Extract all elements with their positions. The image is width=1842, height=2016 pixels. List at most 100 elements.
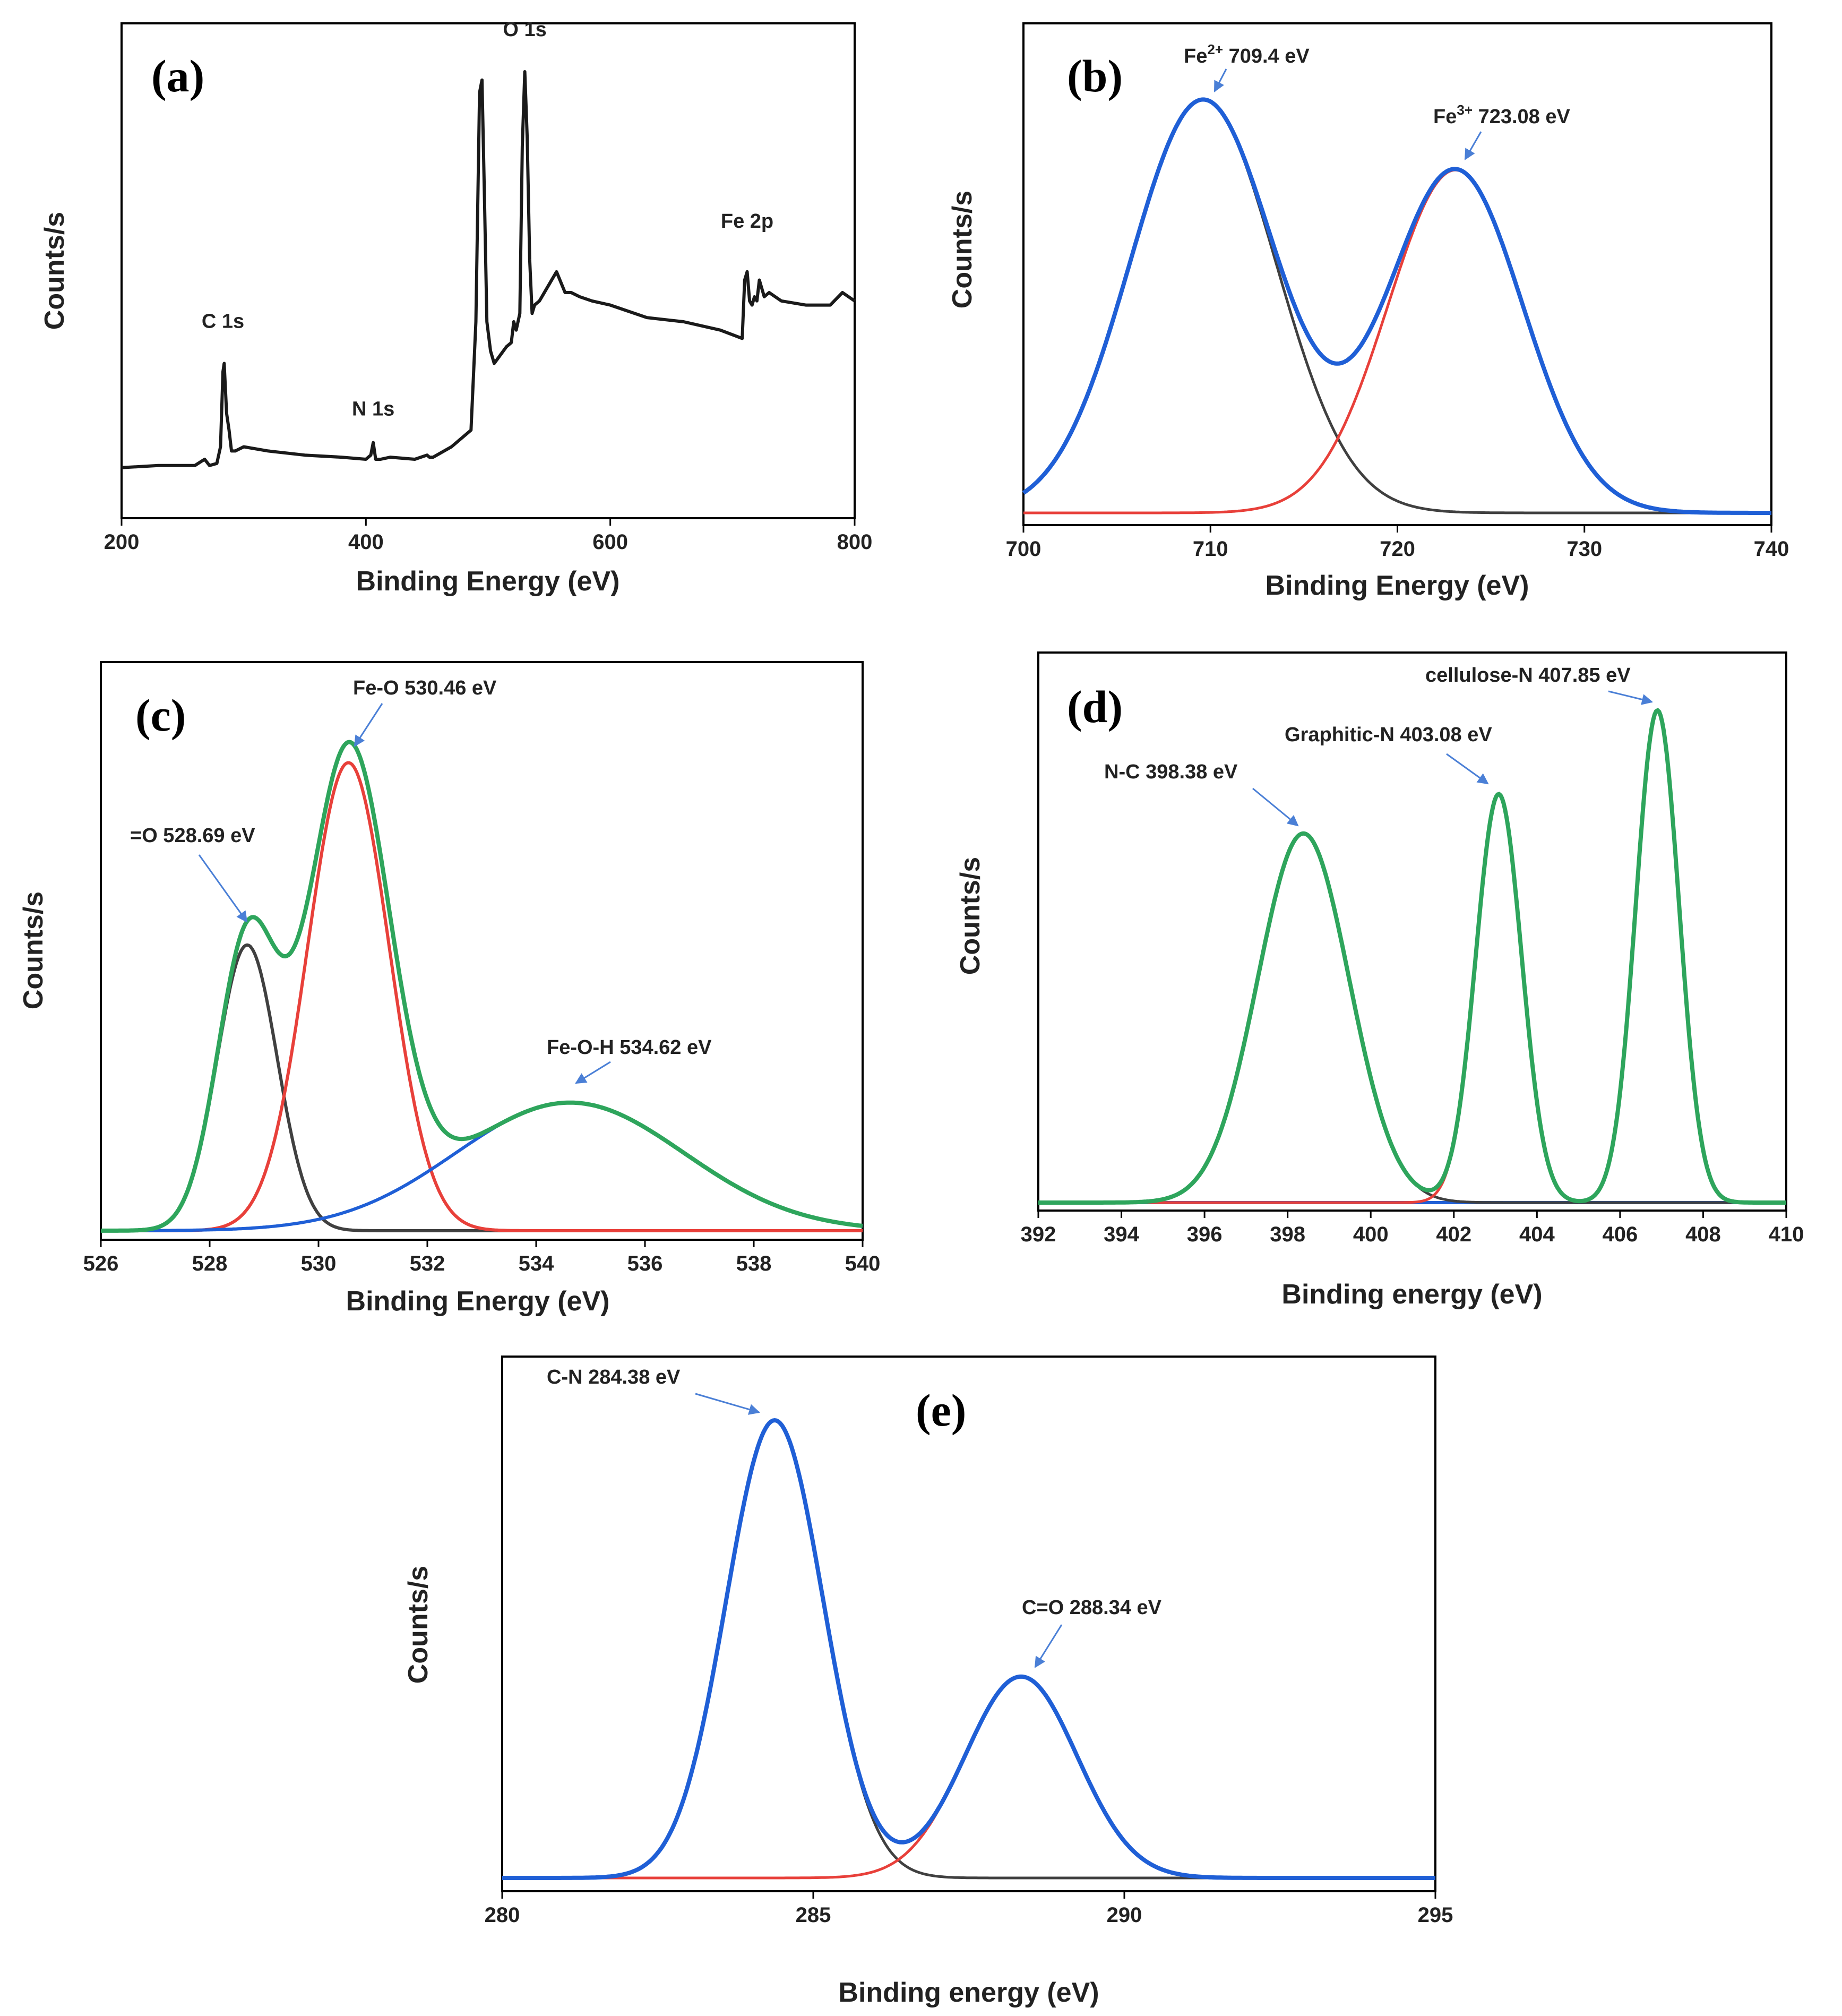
- x-axis-title: Binding energy (eV): [838, 1977, 1099, 2008]
- annotation-fe-o: Fe-O 530.46 eV: [353, 677, 497, 747]
- panel-label: (b): [1067, 50, 1123, 101]
- x-tick-label: 534: [519, 1252, 554, 1275]
- x-tick-label: 720: [1380, 537, 1415, 561]
- x-tick-label: 800: [837, 530, 873, 554]
- x-ticks-c: 526 528 530 532 534 536 538 540: [83, 1240, 881, 1275]
- c-n-component-curve: [502, 1419, 1435, 1880]
- annotation-c-n-text: C-N 284.38 eV: [547, 1366, 681, 1388]
- annotation-fe2: Fe2+ 709.4 eV: [1184, 41, 1310, 92]
- annotation-fe-o-h: Fe-O-H 534.62 eV: [547, 1036, 712, 1084]
- annotation-n1s: N 1s: [352, 398, 394, 420]
- n-c-component-curve: [1038, 832, 1786, 1204]
- x-tick-label: 530: [301, 1252, 337, 1275]
- annotation-c-o-arrow: [1034, 1624, 1063, 1668]
- annotation-c-n-arrow: [695, 1393, 761, 1415]
- annotation-fe3-text: Fe3+ 723.08 eV: [1433, 102, 1570, 128]
- x-tick-label: 404: [1519, 1223, 1555, 1246]
- x-ticks-a: 200 400 600 800: [104, 518, 873, 554]
- annotation-fe3: Fe3+ 723.08 eV: [1433, 102, 1570, 160]
- annotation-fe3-arrow: [1464, 131, 1482, 160]
- annotation-c-o-text: C=O 288.34 eV: [1022, 1597, 1162, 1619]
- x-tick-label: 528: [192, 1252, 228, 1275]
- annotation-cellulose-n: cellulose-N 407.85 eV: [1425, 664, 1654, 705]
- annotation-cellulose-n-text: cellulose-N 407.85 eV: [1425, 664, 1631, 687]
- annotation-c-n: C-N 284.38 eV: [547, 1366, 761, 1415]
- plot-frame-e: [501, 1356, 1436, 1892]
- x-axis-title: Binding Energy (eV): [356, 566, 620, 597]
- plot-frame-a: [120, 22, 856, 519]
- annotation-n-c-arrow: [1252, 787, 1299, 827]
- annotation-o-double-bond-text: =O 528.69 eV: [130, 825, 255, 847]
- envelope-curve: [1022, 97, 1771, 515]
- panel-label: (a): [151, 50, 204, 101]
- x-tick-label: 540: [845, 1252, 881, 1275]
- plot-frame-d: [1037, 651, 1787, 1212]
- annotation-fe2-text: Fe2+ 709.4 eV: [1184, 41, 1310, 67]
- x-tick-label: 406: [1603, 1223, 1638, 1246]
- panel-c: 526 528 530 532 534 536 538 540 (c) =O 528.69 e…: [18, 661, 881, 1317]
- annotation-graphitic-n-text: Graphitic-N 403.08 eV: [1285, 724, 1492, 746]
- fe-o-h-component-curve: [101, 1101, 863, 1232]
- x-ticks-e: 280 285 290 295: [485, 1891, 1453, 1927]
- annotation-fe3-element: Fe: [1433, 106, 1457, 128]
- plot-frame-c: [100, 661, 864, 1241]
- annotation-graphitic-n-arrow: [1446, 753, 1489, 785]
- x-tick-label: 532: [410, 1252, 445, 1275]
- x-axis-title: Binding Energy (eV): [1266, 570, 1529, 601]
- x-tick-label: 402: [1436, 1223, 1471, 1246]
- annotation-n-c: N-C 398.38 eV: [1104, 761, 1299, 827]
- x-tick-label: 410: [1769, 1223, 1804, 1246]
- envelope-curve: [502, 1418, 1435, 1880]
- x-tick-label: 710: [1193, 537, 1228, 561]
- x-tick-label: 280: [485, 1903, 520, 1927]
- x-tick-label: 398: [1270, 1223, 1305, 1246]
- x-tick-label: 295: [1418, 1903, 1453, 1927]
- x-tick-label: 392: [1021, 1223, 1056, 1246]
- panel-d: 392 394 396 398 400 402 404 406 408 410 (d) N-C 3…: [955, 651, 1804, 1310]
- fe3-component-curve: [1023, 168, 1771, 514]
- x-tick-label: 394: [1104, 1223, 1139, 1246]
- pyridinic-component-curve: [1038, 708, 1786, 1204]
- x-tick-label: 400: [1353, 1223, 1389, 1246]
- annotation-n-c-text: N-C 398.38 eV: [1104, 761, 1238, 783]
- annotation-fe2-energy: 709.4 eV: [1223, 45, 1310, 67]
- annotation-fe-o-text: Fe-O 530.46 eV: [353, 677, 497, 699]
- annotation-fe-o-h-arrow: [575, 1061, 611, 1084]
- panel-a: 200 400 600 800 (a) C 1s N 1s O 1s Fe 2p Bi…: [39, 19, 872, 597]
- annotation-fe2-element: Fe: [1184, 45, 1207, 67]
- x-axis-title: Binding energy (eV): [1281, 1279, 1542, 1310]
- y-axis-title: Counts/s: [18, 891, 49, 1009]
- fe2-component-curve: [1022, 98, 1771, 514]
- panel-b: 700 710 720 730 740 (b) Fe2+ 709.4 eV Fe3+ 7…: [947, 22, 1789, 601]
- x-tick-label: 396: [1187, 1223, 1223, 1246]
- annotation-fe2p: Fe 2p: [721, 210, 773, 233]
- panel-label: (c): [135, 690, 186, 741]
- annotation-o1s: O 1s: [503, 19, 546, 41]
- panel-label: (d): [1067, 681, 1123, 732]
- x-tick-label: 400: [348, 530, 384, 554]
- annotation-fe2-charge: 2+: [1207, 41, 1223, 57]
- x-tick-label: 285: [796, 1903, 831, 1927]
- x-tick-label: 526: [83, 1252, 119, 1275]
- annotation-fe-o-arrow: [354, 703, 383, 747]
- y-axis-title: Counts/s: [947, 191, 978, 308]
- o-double-bond-component-curve: [101, 943, 863, 1232]
- annotation-fe2-arrow: [1213, 68, 1227, 92]
- annotation-o-double-bond: =O 528.69 eV: [130, 825, 255, 923]
- annotation-graphitic-n: Graphitic-N 403.08 eV: [1285, 724, 1492, 785]
- x-tick-label: 290: [1107, 1903, 1142, 1927]
- c-o-component-curve: [502, 1675, 1435, 1880]
- x-ticks-b: 700 710 720 730 740: [1006, 525, 1789, 561]
- y-axis-title: Counts/s: [403, 1566, 434, 1684]
- x-tick-label: 536: [627, 1252, 663, 1275]
- y-axis-title: Counts/s: [955, 857, 986, 975]
- survey-series: [121, 70, 856, 469]
- x-tick-label: 600: [592, 530, 628, 554]
- annotation-o-double-bond-arrow: [198, 854, 248, 923]
- fe-o-component-curve: [101, 761, 863, 1232]
- annotation-fe3-energy: 723.08 eV: [1473, 106, 1570, 128]
- panel-e: 280 285 290 295 (e) C-N 284.38 eV C=O 288.3…: [403, 1356, 1453, 2008]
- annotation-c-o: C=O 288.34 eV: [1022, 1597, 1162, 1668]
- x-tick-label: 200: [104, 530, 140, 554]
